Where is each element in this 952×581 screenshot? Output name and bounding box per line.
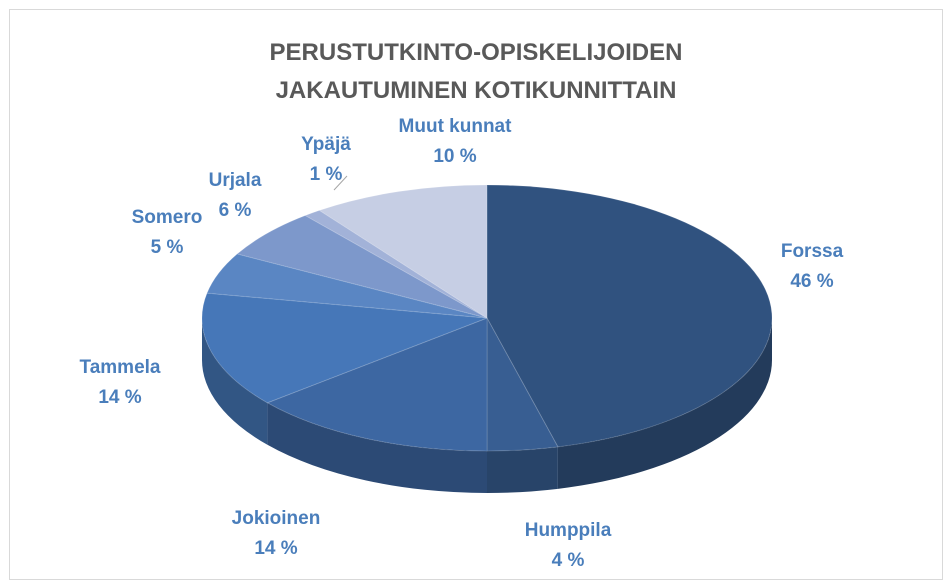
data-label-value: 4 % — [552, 550, 585, 571]
data-label-name: Tammela — [80, 357, 161, 378]
data-label-name: Somero — [132, 207, 203, 228]
slice — [304, 209, 488, 319]
slice-side — [267, 402, 487, 493]
slice — [486, 184, 773, 448]
slice — [206, 253, 488, 319]
slice — [318, 184, 488, 319]
data-label-value: 14 % — [254, 538, 297, 559]
slice-side — [557, 318, 772, 489]
data-label-value: 46 % — [790, 271, 833, 292]
data-label-value: 14 % — [98, 387, 141, 408]
slice — [201, 292, 488, 404]
data-label-name: Jokioinen — [232, 508, 321, 529]
data-label-name: Urjala — [209, 170, 262, 191]
data-label-name: Muut kunnat — [399, 116, 513, 137]
chart-title: PERUSTUTKINTO-OPISKELIJOIDEN JAKAUTUMINE… — [269, 39, 683, 104]
slice-side — [202, 318, 268, 445]
slice — [486, 317, 559, 452]
data-label-name: Humppila — [525, 520, 612, 541]
data-label-value: 6 % — [219, 200, 252, 221]
data-label-value: 10 % — [433, 146, 476, 167]
leader-line — [333, 175, 348, 191]
data-label-value: 1 % — [310, 164, 343, 185]
data-label-value: 5 % — [151, 237, 184, 258]
data-label-name: Forssa — [781, 241, 844, 262]
data-label-name: Ypäjä — [301, 134, 351, 155]
slice — [266, 317, 488, 452]
slice — [236, 214, 488, 319]
slice-side — [487, 446, 558, 493]
